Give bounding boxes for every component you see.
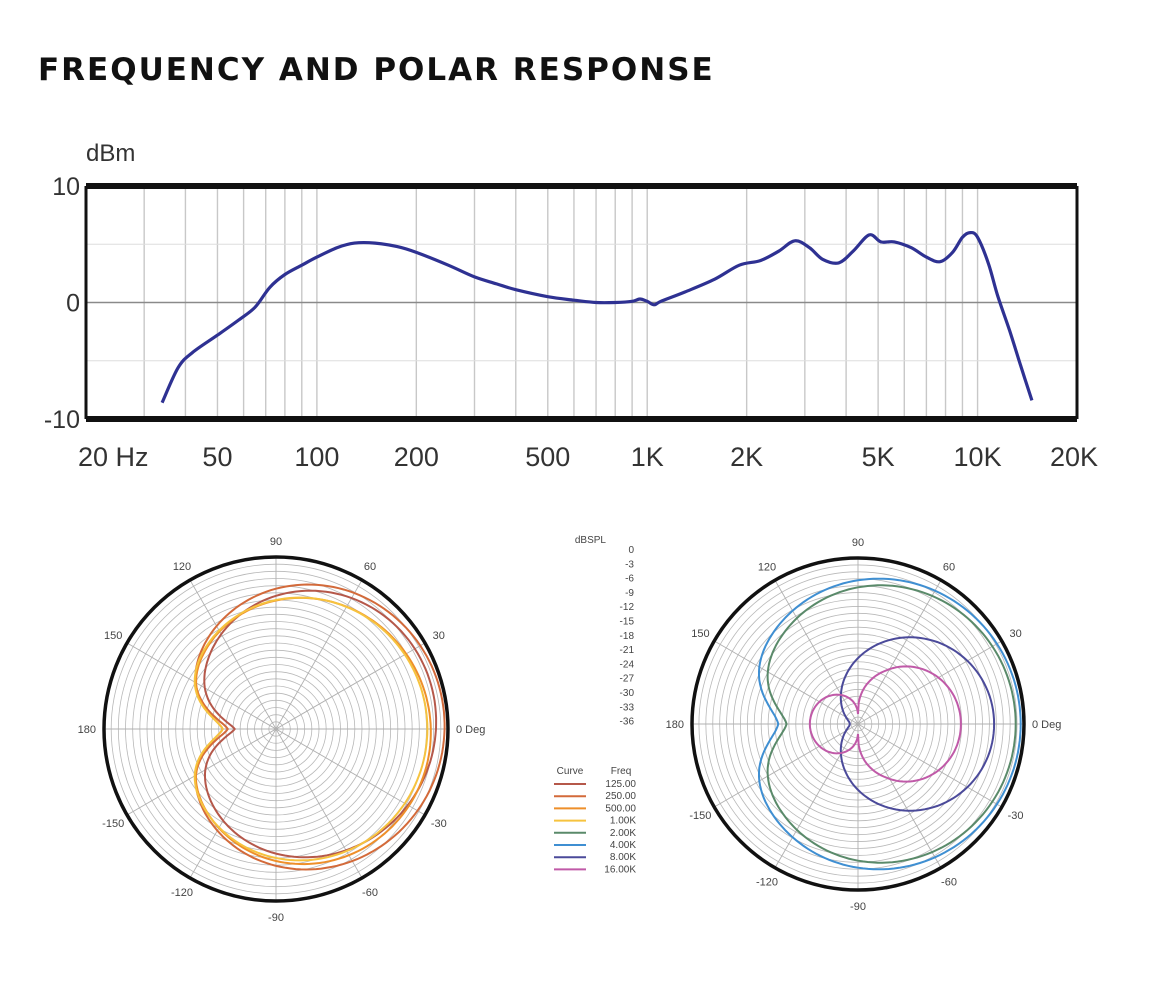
- dbspl-tick: -12: [620, 602, 635, 613]
- polar-angle-label: 30: [433, 630, 445, 642]
- x-tick-label: 10K: [954, 442, 1002, 472]
- polar-angle-label: -120: [171, 887, 193, 899]
- polar-curve-8.00K: [839, 636, 996, 812]
- polar-angle-label: -30: [431, 818, 447, 830]
- polar-angle-label: 120: [758, 561, 776, 573]
- polar-angle-label: 30: [1009, 628, 1021, 640]
- dbspl-tick: -15: [620, 617, 635, 628]
- x-tick-label: 200: [394, 442, 439, 472]
- polar-curve-4.00K: [758, 577, 1022, 871]
- legend-freq: 4.00K: [610, 840, 636, 851]
- polar-angle-label: 0 Deg: [1032, 719, 1061, 731]
- dbspl-tick: -3: [625, 559, 634, 570]
- polar-angle-label: 0 Deg: [456, 724, 485, 736]
- dbspl-tick: -6: [625, 574, 634, 585]
- frequency-response-line: [160, 230, 1034, 404]
- polar-angle-label: 90: [270, 536, 282, 548]
- polar-angle-label: -30: [1008, 810, 1024, 822]
- polar-curve-1.00K: [193, 596, 429, 862]
- dbspl-scale: dBSPL 0 -3 -6 -9 -12 -15 -18 -21 -24 -27 -30 -33 -36: [575, 535, 635, 728]
- x-tick-label: 20 Hz: [78, 442, 149, 472]
- x-tick-label: 500: [525, 442, 570, 472]
- polar-angle-label: 180: [666, 719, 684, 731]
- legend-freq-header: Freq: [611, 766, 632, 777]
- polar-curve-2.00K: [766, 584, 1017, 864]
- legend-freq: 250.00: [605, 791, 636, 802]
- polar-chart-left: 90 60 30 0 Deg -30 -60 -90 -120 -150 180 150 120: [78, 536, 486, 924]
- dbspl-tick: 0: [628, 545, 634, 556]
- polar-angle-label: -60: [941, 877, 957, 889]
- polar-spoke: [126, 642, 426, 816]
- y-axis-label: dBm: [86, 140, 135, 167]
- polar-angle-label: -60: [362, 887, 378, 899]
- polar-angle-label: -150: [102, 818, 124, 830]
- legend-freq: 2.00K: [610, 828, 636, 839]
- polar-spoke: [714, 640, 1002, 808]
- polar-angle-label: 180: [78, 724, 96, 736]
- x-tick-label: 20K: [1050, 442, 1098, 472]
- polar-angle-label: 150: [104, 630, 122, 642]
- polar-angle-label: 60: [943, 561, 955, 573]
- dbspl-tick: -36: [620, 717, 635, 728]
- polar-angle-label: 150: [691, 628, 709, 640]
- polar-angle-label: 90: [852, 537, 864, 549]
- dbspl-tick: -24: [620, 659, 635, 670]
- x-tick-label: 50: [202, 442, 232, 472]
- y-tick-label: 0: [66, 290, 80, 318]
- polar-chart-right: 90 60 30 0 Deg -30 -60 -90 -120 -150 180 150 120: [666, 537, 1062, 913]
- polar-angle-label: -90: [850, 901, 866, 913]
- polar-angle-label: -90: [268, 912, 284, 924]
- polar-angle-label: 60: [364, 561, 376, 573]
- polar-outer-ring: [102, 555, 450, 903]
- dbspl-tick: -27: [620, 674, 635, 685]
- legend-freq: 8.00K: [610, 852, 636, 863]
- legend-freq: 1.00K: [610, 816, 636, 827]
- dbspl-tick: -21: [620, 645, 635, 656]
- y-tick-label: 10: [52, 173, 80, 201]
- x-tick-label: 2K: [730, 442, 763, 472]
- legend-freq: 16.00K: [604, 864, 636, 875]
- polar-angle-label: -120: [756, 877, 778, 889]
- polar-curve-16.00K: [808, 665, 962, 783]
- polar-angle-label: 120: [173, 561, 191, 573]
- page-title: FREQUENCY AND POLAR RESPONSE: [38, 52, 715, 88]
- x-tick-label: 5K: [862, 442, 895, 472]
- dbspl-tick: -18: [620, 631, 635, 642]
- polar-curve-250.00: [194, 583, 446, 871]
- dbspl-tick: -33: [620, 702, 635, 713]
- legend-freq: 125.00: [605, 779, 636, 790]
- x-tick-label: 100: [294, 442, 339, 472]
- polar-outer-ring: [690, 556, 1026, 892]
- dbspl-label: dBSPL: [575, 535, 607, 546]
- legend-curve-header: Curve: [557, 766, 584, 777]
- dbspl-tick: -9: [625, 588, 634, 599]
- y-tick-label: -10: [44, 406, 80, 434]
- polar-angle-label: -150: [689, 810, 711, 822]
- dbspl-tick: -30: [620, 688, 635, 699]
- legend-freq: 500.00: [605, 803, 636, 814]
- x-tick-label: 1K: [631, 442, 664, 472]
